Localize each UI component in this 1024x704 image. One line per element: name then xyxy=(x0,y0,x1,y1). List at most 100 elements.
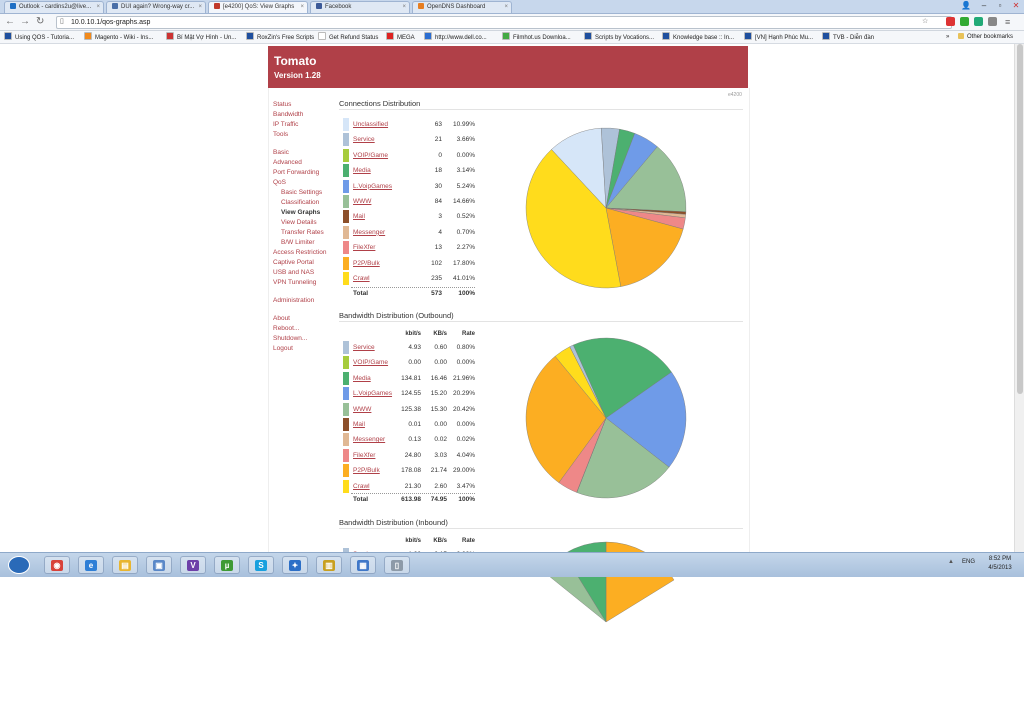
more-bookmarks-button[interactable]: » xyxy=(946,34,950,40)
nav-item-transfer-rates[interactable]: Transfer Rates xyxy=(281,229,324,236)
bookmark-item[interactable]: Using QOS - Tutoria... xyxy=(4,32,74,43)
browser-tab[interactable]: DUI again? Wrong-way cr... × xyxy=(106,1,206,13)
reload-icon[interactable]: ↻ xyxy=(36,16,45,27)
taskbar-app-file-explorer[interactable]: ▤ xyxy=(112,556,138,574)
taskbar-app-app-9[interactable]: ▥ xyxy=(316,556,342,574)
browser-tab[interactable]: Outlook - cardins2u@live... × xyxy=(4,1,104,13)
address-input[interactable]: 10.0.10.1/qos-graphs.asp xyxy=(56,16,952,29)
class-link[interactable]: FileXfer xyxy=(353,451,376,459)
nav-item-shutdown[interactable]: Shutdown... xyxy=(273,335,308,342)
rate-percent: 20.29% xyxy=(452,390,475,398)
class-link[interactable]: L.VoipGames xyxy=(353,182,393,190)
nav-item-b-w-limiter[interactable]: B/W Limiter xyxy=(281,239,315,246)
browser-tab[interactable]: OpenDNS Dashboard × xyxy=(412,1,512,13)
class-link[interactable]: FileXfer xyxy=(353,244,376,252)
nav-item-captive-portal[interactable]: Captive Portal xyxy=(273,259,314,266)
taskbar-app-notepad[interactable]: ▯ xyxy=(384,556,410,574)
nav-item-tools[interactable]: Tools xyxy=(273,131,289,138)
class-link[interactable]: Media xyxy=(353,167,371,175)
extension-icon[interactable] xyxy=(960,17,969,26)
nav-item-usb-and-nas[interactable]: USB and NAS xyxy=(273,269,315,276)
class-link[interactable]: Media xyxy=(353,374,371,382)
taskbar-app-app-4[interactable]: ▣ xyxy=(146,556,172,574)
nav-item-classification[interactable]: Classification xyxy=(281,199,320,206)
bookmark-item[interactable]: Scripts by Vocations... xyxy=(584,32,654,43)
class-link[interactable]: Crawl xyxy=(353,275,370,282)
nav-item-reboot[interactable]: Reboot... xyxy=(273,325,300,332)
nav-item-basic[interactable]: Basic xyxy=(273,149,289,156)
class-link[interactable]: WWW xyxy=(353,198,372,205)
minimize-button[interactable]: – xyxy=(981,1,987,10)
class-link[interactable]: Messenger xyxy=(353,436,386,444)
scrollbar-thumb[interactable] xyxy=(1017,44,1023,394)
taskbar-app-vs[interactable]: V xyxy=(180,556,206,574)
tab-close-icon[interactable]: × xyxy=(96,4,100,10)
nav-item-status[interactable]: Status xyxy=(273,101,292,108)
bookmark-item[interactable]: [VN] Hạnh Phúc Mu... xyxy=(744,32,813,43)
maximize-button[interactable]: ▫ xyxy=(998,1,1002,10)
bookmark-item[interactable]: Get Refund Status xyxy=(318,32,378,43)
nav-item-access-restriction[interactable]: Access Restriction xyxy=(273,249,327,256)
bookmark-item[interactable]: Magento - Wiki - Ins... xyxy=(84,32,153,43)
class-link[interactable]: VOIP/Game xyxy=(353,151,389,159)
close-window-button[interactable]: ✕ xyxy=(1012,1,1020,10)
tab-close-icon[interactable]: × xyxy=(300,4,304,10)
extension-icon[interactable] xyxy=(974,17,983,26)
bookmark-item[interactable]: MEGA xyxy=(386,32,415,43)
tab-close-icon[interactable]: × xyxy=(504,4,508,10)
class-link[interactable]: P2P/Bulk xyxy=(353,259,380,267)
class-link[interactable]: Unclassified xyxy=(353,121,389,128)
browser-tab[interactable]: Facebook × xyxy=(310,1,410,13)
menu-icon[interactable]: ≡ xyxy=(1005,17,1011,27)
class-link[interactable]: Messenger xyxy=(353,228,386,236)
back-icon[interactable]: ← xyxy=(5,16,15,27)
class-link[interactable]: Mail xyxy=(353,213,365,221)
class-link[interactable]: Mail xyxy=(353,421,365,428)
taskbar-app-chrome[interactable]: ◉ xyxy=(44,556,70,574)
nav-item-ip-traffic[interactable]: IP Traffic xyxy=(273,121,299,128)
nav-item-advanced[interactable]: Advanced xyxy=(273,159,302,166)
bookmark-item[interactable]: TVB - Diễn đàn xyxy=(822,32,874,43)
nav-item-view-graphs[interactable]: View Graphs xyxy=(281,209,321,216)
nav-item-vpn-tunneling[interactable]: VPN Tunneling xyxy=(273,279,317,286)
nav-item-view-details[interactable]: View Details xyxy=(281,219,317,226)
bookmark-item[interactable]: http://www.dell.co... xyxy=(424,32,487,43)
class-link[interactable]: WWW xyxy=(353,405,372,413)
class-link[interactable]: P2P/Bulk xyxy=(353,467,380,475)
taskbar-app-app-10[interactable]: ▦ xyxy=(350,556,376,574)
window-user-icon[interactable]: 👤 xyxy=(961,1,971,10)
forward-icon[interactable]: → xyxy=(20,16,30,27)
taskbar-app-app-8[interactable]: ✦ xyxy=(282,556,308,574)
bookmark-item[interactable]: RoxZin's Free Scripts xyxy=(246,32,314,43)
tab-close-icon[interactable]: × xyxy=(198,4,202,10)
class-link[interactable]: Crawl xyxy=(353,482,370,490)
taskbar-app-skype[interactable]: S xyxy=(248,556,274,574)
class-link[interactable]: VOIP/Game xyxy=(353,359,389,367)
bookmark-item[interactable]: Knowledge base :: In... xyxy=(662,32,734,43)
class-link[interactable]: L.VoipGames xyxy=(353,390,393,398)
nav-item-basic-settings[interactable]: Basic Settings xyxy=(281,189,323,196)
browser-tab[interactable]: [e4200] QoS: View Graphs × xyxy=(208,1,308,13)
taskbar-app-utorrent[interactable]: µ xyxy=(214,556,240,574)
nav-item-bandwidth[interactable]: Bandwidth xyxy=(273,111,304,118)
extension-icon[interactable] xyxy=(988,17,997,26)
class-link[interactable]: Service xyxy=(353,344,375,351)
nav-item-administration[interactable]: Administration xyxy=(273,297,315,304)
class-link[interactable]: Service xyxy=(353,136,375,144)
tab-close-icon[interactable]: × xyxy=(402,4,406,10)
nav-item-port-forwarding[interactable]: Port Forwarding xyxy=(273,169,320,176)
taskbar-app-internet-explorer[interactable]: e xyxy=(78,556,104,574)
tray-arrow-icon[interactable]: ▲ xyxy=(948,559,954,565)
nav-item-logout[interactable]: Logout xyxy=(273,345,293,352)
bookmark-item[interactable]: Bí Mật Vợ Hình - Un... xyxy=(166,32,236,43)
bookmark-star-icon[interactable]: ☆ xyxy=(922,18,929,25)
page-scrollbar[interactable] xyxy=(1014,44,1024,552)
other-bookmarks-button[interactable]: Other bookmarks xyxy=(958,32,1013,42)
language-indicator[interactable]: ENG xyxy=(962,559,976,565)
nav-item-qos[interactable]: QoS xyxy=(273,179,287,186)
taskbar-clock[interactable]: 8:52 PM 4/5/2013 xyxy=(980,555,1020,573)
bookmark-item[interactable]: Filmhot.us Downloa... xyxy=(502,32,571,43)
extension-icon[interactable] xyxy=(946,17,955,26)
start-button[interactable] xyxy=(8,556,30,574)
nav-item-about[interactable]: About xyxy=(273,315,290,322)
